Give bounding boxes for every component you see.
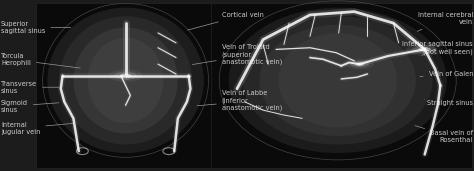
Bar (211, 3, 472, 168)
Ellipse shape (228, 8, 447, 153)
Text: Superior
sagittal sinus: Superior sagittal sinus (1, 21, 71, 34)
Ellipse shape (243, 16, 432, 144)
Text: Basal vein of
Rosenthal: Basal vein of Rosenthal (415, 126, 473, 143)
Text: Internal cerebral
vein: Internal cerebral vein (417, 12, 473, 31)
Circle shape (419, 47, 431, 52)
Text: Straight sinus: Straight sinus (424, 99, 473, 106)
Ellipse shape (259, 25, 416, 136)
Ellipse shape (47, 8, 204, 153)
Circle shape (120, 74, 131, 78)
Circle shape (109, 69, 143, 82)
Text: Torcula
Herophili: Torcula Herophili (1, 53, 80, 68)
Circle shape (345, 59, 374, 69)
Ellipse shape (73, 27, 178, 133)
Text: Cortical vein: Cortical vein (188, 12, 264, 30)
Text: Vein of Galen: Vein of Galen (420, 70, 473, 77)
Circle shape (412, 45, 437, 54)
Bar (36, 3, 216, 168)
Ellipse shape (59, 16, 192, 144)
Circle shape (355, 62, 364, 66)
Text: Transverse
sinus: Transverse sinus (1, 81, 59, 94)
Text: Sigmoid
sinus: Sigmoid sinus (1, 100, 59, 113)
Circle shape (406, 43, 443, 56)
Text: Vein of Labbe
(inferior
anastomotic vein): Vein of Labbe (inferior anastomotic vein… (197, 90, 282, 111)
Circle shape (114, 71, 137, 80)
Ellipse shape (88, 38, 164, 123)
Text: Inferior sagittal sinus
(not well seen): Inferior sagittal sinus (not well seen) (402, 41, 473, 55)
Text: Vein of Trolard
(superior
anastomotic vein): Vein of Trolard (superior anastomotic ve… (192, 44, 282, 65)
Text: Internal
jugular vein: Internal jugular vein (1, 122, 73, 135)
Ellipse shape (279, 33, 397, 127)
Circle shape (350, 61, 369, 68)
